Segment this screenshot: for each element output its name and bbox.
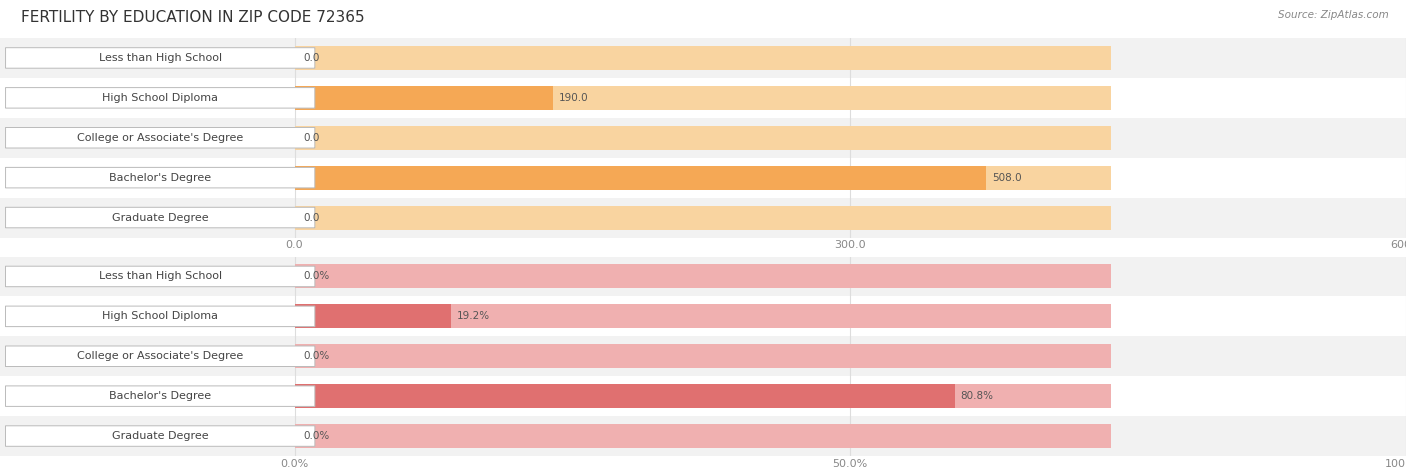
Text: 0.0%: 0.0%: [304, 271, 329, 282]
Bar: [294, 424, 1112, 448]
Bar: [0, 256, 1406, 296]
FancyBboxPatch shape: [6, 346, 315, 367]
Bar: [294, 344, 1112, 368]
Bar: [0, 38, 1406, 78]
Text: College or Associate's Degree: College or Associate's Degree: [77, 351, 243, 361]
Bar: [294, 86, 553, 110]
FancyBboxPatch shape: [6, 266, 315, 287]
Text: Bachelor's Degree: Bachelor's Degree: [110, 172, 211, 183]
FancyBboxPatch shape: [6, 426, 315, 446]
Bar: [294, 384, 1112, 408]
Bar: [0, 198, 1406, 238]
FancyBboxPatch shape: [6, 167, 315, 188]
Bar: [294, 265, 1112, 288]
FancyBboxPatch shape: [6, 127, 315, 148]
Text: 0.0%: 0.0%: [304, 431, 329, 441]
Bar: [0, 158, 1406, 198]
Text: High School Diploma: High School Diploma: [103, 93, 218, 103]
Text: 190.0: 190.0: [558, 93, 589, 103]
Text: Bachelor's Degree: Bachelor's Degree: [110, 391, 211, 401]
Text: 80.8%: 80.8%: [960, 391, 993, 401]
Bar: [0, 78, 1406, 118]
Bar: [294, 304, 1112, 328]
Text: Less than High School: Less than High School: [98, 271, 222, 282]
Bar: [294, 86, 1112, 110]
Bar: [294, 206, 1112, 229]
Bar: [0, 336, 1406, 376]
Text: 19.2%: 19.2%: [457, 311, 491, 322]
Bar: [294, 166, 1112, 190]
Text: Graduate Degree: Graduate Degree: [112, 431, 208, 441]
FancyBboxPatch shape: [6, 386, 315, 407]
Bar: [294, 304, 451, 328]
Text: Graduate Degree: Graduate Degree: [112, 212, 208, 223]
Bar: [0, 416, 1406, 456]
Bar: [0, 296, 1406, 336]
FancyBboxPatch shape: [6, 87, 315, 108]
Text: FERTILITY BY EDUCATION IN ZIP CODE 72365: FERTILITY BY EDUCATION IN ZIP CODE 72365: [21, 10, 364, 25]
Bar: [294, 166, 986, 190]
Text: 508.0: 508.0: [991, 172, 1021, 183]
FancyBboxPatch shape: [6, 306, 315, 327]
Text: 0.0%: 0.0%: [304, 351, 329, 361]
Text: Less than High School: Less than High School: [98, 53, 222, 63]
Text: High School Diploma: High School Diploma: [103, 311, 218, 322]
Text: 0.0: 0.0: [304, 212, 319, 223]
FancyBboxPatch shape: [6, 48, 315, 68]
Bar: [294, 46, 1112, 70]
Bar: [294, 126, 1112, 150]
Text: 0.0: 0.0: [304, 133, 319, 143]
Text: College or Associate's Degree: College or Associate's Degree: [77, 133, 243, 143]
Text: Source: ZipAtlas.com: Source: ZipAtlas.com: [1278, 10, 1389, 19]
Bar: [0, 376, 1406, 416]
Bar: [294, 384, 955, 408]
Bar: [0, 118, 1406, 158]
Text: 0.0: 0.0: [304, 53, 319, 63]
FancyBboxPatch shape: [6, 207, 315, 228]
